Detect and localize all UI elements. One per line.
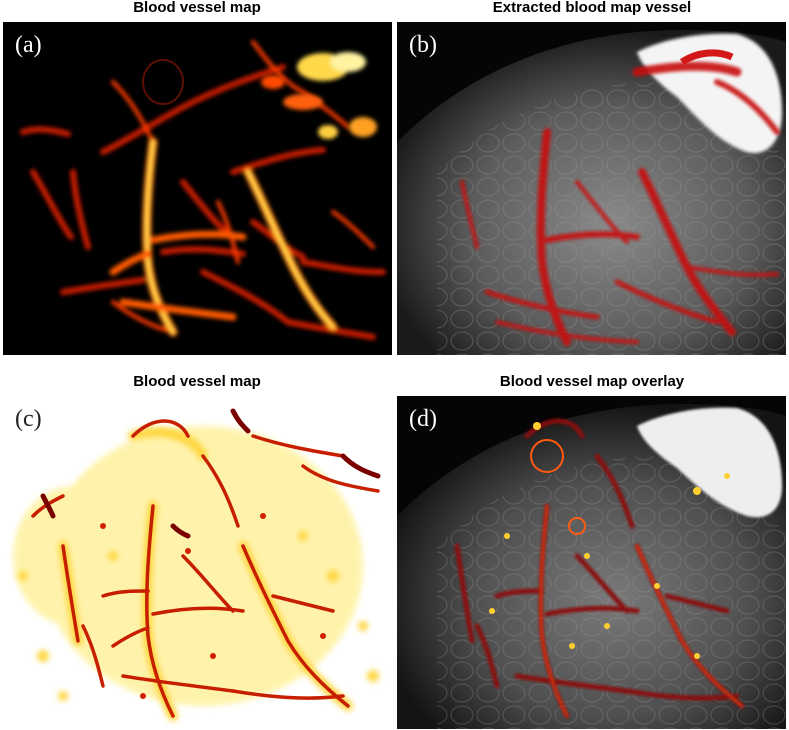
panel-b-title: Extracted blood map vessel — [492, 0, 692, 16]
panel-d-label: (d) — [409, 406, 437, 432]
panel-b-label: (b) — [409, 32, 437, 58]
panel-c-title: Blood vessel map — [133, 373, 261, 390]
panel-d-title: Blood vessel map overlay — [499, 373, 685, 390]
panel-a-image: (a) — [3, 22, 392, 355]
panel-c-image: (c) — [3, 396, 392, 729]
panel-d-image: (d) — [397, 396, 786, 729]
panel-b-image: (b) — [397, 22, 786, 355]
panel-a-title: Blood vessel map — [133, 0, 261, 16]
panel-c-label: (c) — [15, 406, 42, 432]
panel-a-label: (a) — [15, 32, 42, 58]
